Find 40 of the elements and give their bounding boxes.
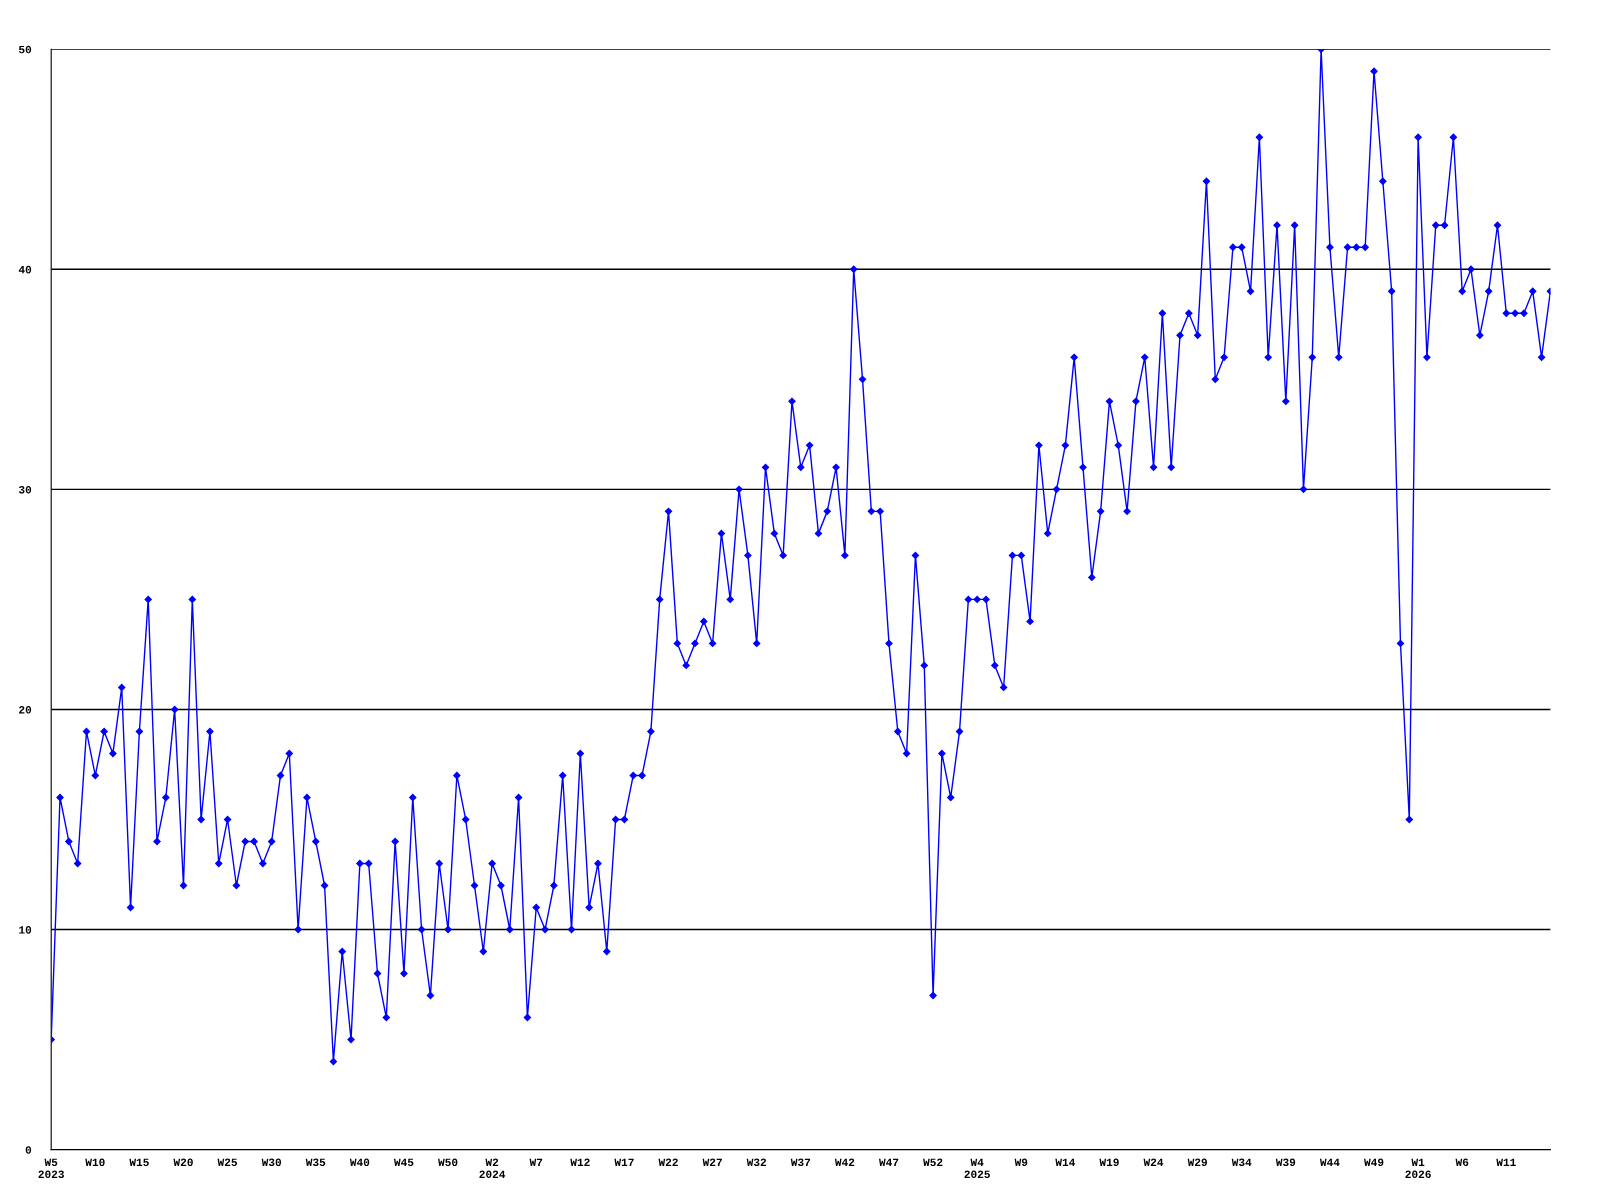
y-tick-label: 10 xyxy=(19,926,32,934)
x-tick-label: W22 xyxy=(658,1158,678,1166)
x-tick-label: W25 xyxy=(217,1158,237,1167)
x-tick-label: W35 xyxy=(305,1158,326,1167)
x-tick-label: W11 xyxy=(1496,1158,1516,1166)
x-tick-label: W4 2025 xyxy=(964,1158,990,1179)
x-tick-label: W15 xyxy=(129,1158,149,1167)
x-tick-label: W6 xyxy=(1455,1158,1469,1167)
y-tick-label: 0 xyxy=(25,1146,32,1154)
x-tick-label: W20 xyxy=(173,1158,193,1167)
y-tick-label: 30 xyxy=(18,485,32,494)
x-tick-label: W14 xyxy=(1055,1158,1076,1166)
x-tick-label: W40 xyxy=(349,1158,370,1167)
x-tick-label: W45 xyxy=(393,1158,414,1167)
x-tick-label: W34 xyxy=(1231,1158,1252,1167)
x-tick-label: W7 xyxy=(529,1158,543,1166)
x-tick-label: W44 xyxy=(1319,1158,1340,1166)
x-tick-label: W42 xyxy=(834,1158,855,1166)
x-tick-label: W37 xyxy=(790,1158,811,1167)
y-tick-label: 20 xyxy=(19,706,32,714)
x-tick-label: W9 xyxy=(1014,1158,1028,1167)
y-tick-label: 50 xyxy=(18,45,32,54)
x-tick-label: W19 xyxy=(1099,1158,1119,1167)
x-tick-label: W30 xyxy=(261,1158,282,1167)
x-tick-label: W27 xyxy=(702,1158,722,1166)
x-tick-label: W17 xyxy=(614,1158,634,1166)
x-tick-label: W32 xyxy=(746,1158,767,1167)
y-tick-label: 40 xyxy=(18,265,32,274)
x-tick-label: W10 xyxy=(85,1158,105,1167)
x-tick-label: W50 xyxy=(438,1158,458,1167)
x-tick-label: W49 xyxy=(1364,1158,1384,1167)
x-tick-label: W12 xyxy=(570,1158,590,1166)
x-tick-label: W52 xyxy=(923,1158,943,1167)
x-tick-label: W2 2024 xyxy=(479,1158,506,1179)
x-tick-label: W24 xyxy=(1143,1158,1164,1166)
x-tick-label: W39 xyxy=(1275,1158,1296,1167)
x-tick-label: W29 xyxy=(1187,1158,1207,1167)
x-tick-label: W47 xyxy=(878,1158,899,1166)
x-tick-label: W1 2026 xyxy=(1405,1158,1431,1179)
x-tick-label: W5 2023 xyxy=(38,1158,64,1179)
